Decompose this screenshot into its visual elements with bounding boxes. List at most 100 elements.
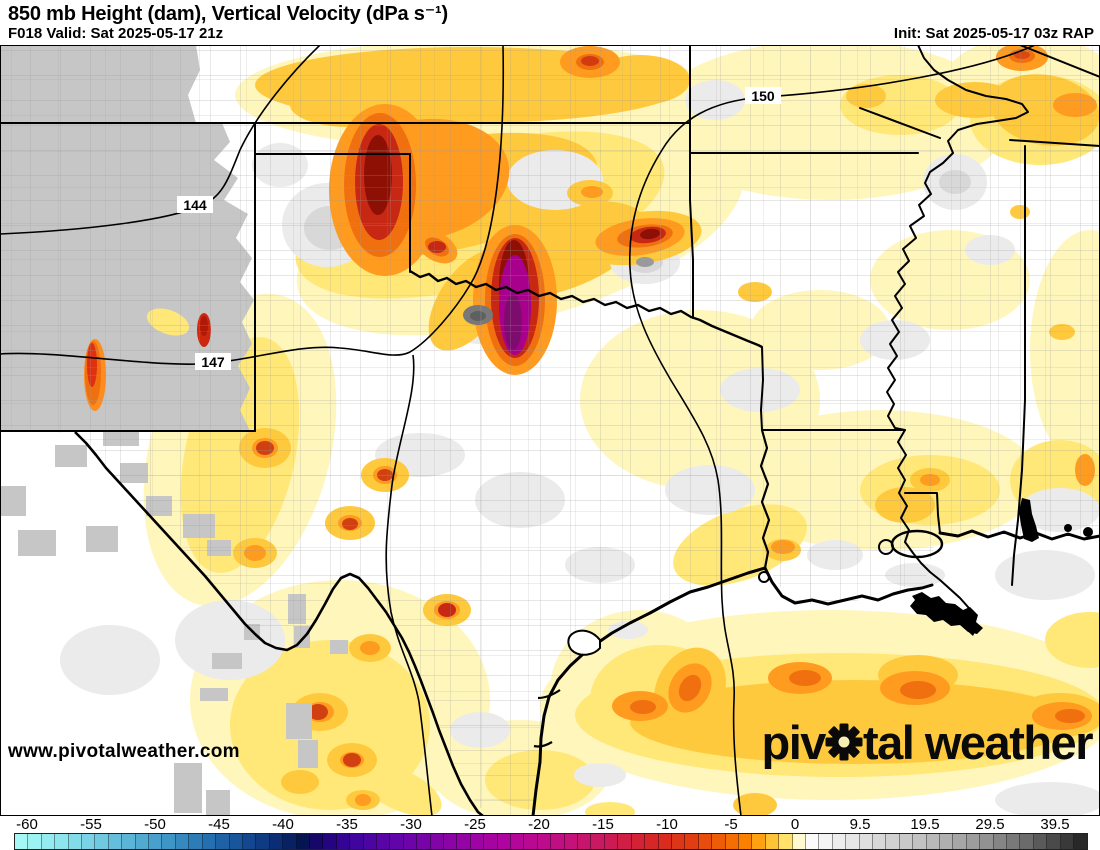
colorbar-segment: [671, 834, 686, 849]
colorbar-segment: [551, 834, 565, 849]
colorbar-legend: -60 -55 -50 -45 -40 -35 -30 -25 -20 -15 -10 -5 0 9.5 1…: [0, 816, 1100, 850]
colorbar-segment: [256, 834, 270, 849]
colorbar-segment: [524, 834, 538, 849]
colorbar-segment: [122, 834, 136, 849]
colorbar-segment: [913, 834, 927, 849]
colorbar-segment: [135, 834, 150, 849]
colorbar-tick: 29.5: [975, 816, 1005, 833]
colorbar-segment: [350, 834, 364, 849]
colorbar-segment: [899, 834, 914, 849]
colorbar-segment: [108, 834, 123, 849]
map-area[interactable]: 144 147 150: [0, 35, 1100, 822]
colorbar-segment: [805, 834, 820, 849]
colorbar-segment: [149, 834, 163, 849]
colorbar-segment: [926, 834, 941, 849]
red-river-border: [409, 269, 763, 349]
colorbar-segment: [846, 834, 860, 849]
colorbar: [14, 833, 1088, 850]
coastal-water-features: [533, 498, 1093, 748]
colorbar-tick: 39.5: [1040, 816, 1070, 833]
colorbar-segment: [645, 834, 659, 849]
colorbar-segment: [832, 834, 847, 849]
colorbar-segment: [993, 834, 1008, 849]
colorbar-segment: [631, 834, 646, 849]
mississippi-river: [886, 44, 1029, 616]
colorbar-tick: 9.5: [849, 816, 871, 833]
forecast-valid-time: F018 Valid: Sat 2025-05-17 21z: [8, 25, 224, 42]
colorbar-segment: [738, 834, 753, 849]
colorbar-segment: [296, 834, 310, 849]
colorbar-segment: [725, 834, 739, 849]
rio-grande-border: [74, 431, 484, 818]
colorbar-segment: [886, 834, 900, 849]
colorbar-segment: [1060, 834, 1075, 849]
colorbar-segment: [779, 834, 793, 849]
colorbar-tick: -45: [208, 816, 230, 833]
contour-labels: 144 147 150: [177, 87, 781, 370]
gear-icon: [824, 718, 864, 773]
contour-label-144: 144: [183, 197, 207, 213]
colorbar-segment: [873, 834, 887, 849]
colorbar-segment: [564, 834, 579, 849]
colorbar-segment: [470, 834, 485, 849]
colorbar-tick: -5: [724, 816, 738, 833]
weather-map[interactable]: 144 147 150: [0, 35, 1100, 822]
colorbar-segment: [417, 834, 431, 849]
colorbar-tick: -15: [592, 816, 614, 833]
colorbar-segment: [457, 834, 471, 849]
colorbar-segment: [309, 834, 324, 849]
colorbar-tick: -10: [656, 816, 678, 833]
colorbar-segment: [953, 834, 967, 849]
colorbar-segment: [95, 834, 109, 849]
colorbar-segment: [363, 834, 377, 849]
colorbar-segment: [604, 834, 619, 849]
colorbar-segment: [430, 834, 444, 849]
colorbar-segment: [511, 834, 525, 849]
logo-text-part1: piv: [761, 715, 827, 769]
colorbar-segment: [336, 834, 351, 849]
colorbar-tick: -35: [336, 816, 358, 833]
colorbar-segment: [55, 834, 69, 849]
colorbar-segment: [1047, 834, 1061, 849]
colorbar-segment: [162, 834, 176, 849]
colorbar-segment: [578, 834, 592, 849]
colorbar-segment: [712, 834, 726, 849]
colorbar-segment: [966, 834, 981, 849]
colorbar-segment: [41, 834, 56, 849]
colorbar-segment: [940, 834, 954, 849]
pivotal-weather-logo: piv tal weather: [761, 715, 1094, 769]
colorbar-segment: [591, 834, 605, 849]
colorbar-tick: 19.5: [910, 816, 940, 833]
colorbar-segment: [403, 834, 418, 849]
colorbar-tick: -20: [528, 816, 550, 833]
state-borders: [0, 44, 1100, 586]
colorbar-segment: [819, 834, 833, 849]
colorbar-tick: 0: [790, 816, 800, 833]
colorbar-tick: -25: [464, 816, 486, 833]
colorbar-segment: [1033, 834, 1048, 849]
colorbar-segment: [68, 834, 83, 849]
colorbar-segment: [202, 834, 217, 849]
colorbar-tick: -55: [80, 816, 102, 833]
contour-label-147: 147: [201, 354, 225, 370]
colorbar-segment: [229, 834, 243, 849]
colorbar-segment: [685, 834, 699, 849]
colorbar-tick: -30: [400, 816, 422, 833]
colorbar-segment: [269, 834, 284, 849]
colorbar-tick: -60: [16, 816, 38, 833]
colorbar-segment: [765, 834, 780, 849]
colorbar-segment: [216, 834, 230, 849]
colorbar-segment: [618, 834, 632, 849]
colorbar-segment: [15, 834, 29, 849]
watermark: www.pivotalweather.com: [8, 741, 240, 762]
colorbar-segment: [1020, 834, 1034, 849]
colorbar-segment: [859, 834, 873, 849]
colorbar-tick: -50: [144, 816, 166, 833]
colorbar-segment: [497, 834, 512, 849]
colorbar-segment: [390, 834, 404, 849]
colorbar-segment: [792, 834, 806, 849]
colorbar-segment: [1074, 834, 1087, 849]
colorbar-segment: [82, 834, 96, 849]
colorbar-segment: [323, 834, 337, 849]
